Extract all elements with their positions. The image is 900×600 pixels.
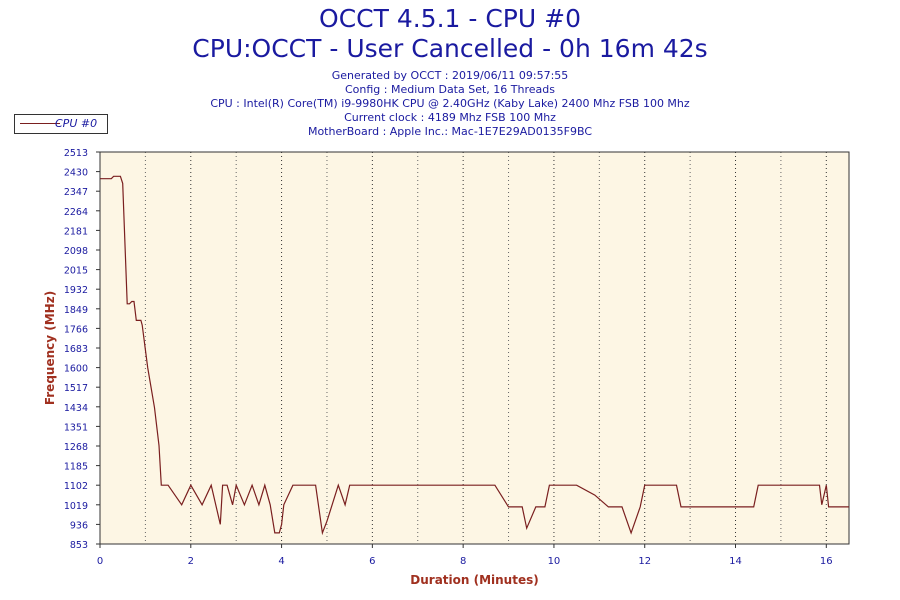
y-tick-label: 2181: [64, 226, 88, 237]
y-tick-label: 1683: [64, 344, 88, 355]
y-tick-label: 1434: [64, 403, 88, 414]
info-current-clock: Current clock : 4189 Mhz FSB 100 Mhz: [344, 111, 556, 124]
x-tick-label: 10: [548, 556, 561, 567]
chart-title: OCCT 4.5.1 - CPU #0: [319, 4, 581, 33]
x-tick-label: 14: [729, 556, 742, 567]
legend: CPU #0: [14, 114, 108, 134]
x-tick-label: 2: [188, 556, 194, 567]
y-tick-label: 2430: [64, 168, 88, 179]
y-tick-label: 1932: [64, 285, 88, 296]
legend-label: CPU #0: [55, 117, 98, 130]
x-tick-label: 6: [369, 556, 375, 567]
info-motherboard: MotherBoard : Apple Inc.: Mac-1E7E29AD01…: [307, 125, 593, 138]
plot-area: [100, 152, 849, 544]
y-tick-label: 2347: [64, 187, 88, 198]
legend-swatch: [20, 123, 60, 124]
series-line-cpu0: [100, 175, 849, 536]
y-tick-label: 2098: [64, 246, 88, 257]
y-tick-label: 936: [70, 520, 88, 531]
y-tick-label: 1600: [64, 364, 88, 375]
x-tick-label: 8: [460, 556, 466, 567]
info-config: Config : Medium Data Set, 16 Threads: [345, 83, 555, 96]
y-axis-label: Frequency (MHz): [43, 291, 57, 405]
plot-frame: [99, 151, 850, 545]
y-tick-label: 1849: [64, 305, 88, 316]
y-tick-label: 2513: [64, 148, 88, 159]
y-tick-label: 1019: [64, 501, 88, 512]
y-tick-label: 1185: [64, 462, 88, 473]
x-tick-label: 12: [638, 556, 651, 567]
y-tick-label: 1351: [64, 422, 88, 433]
y-tick-label: 2264: [64, 207, 88, 218]
x-tick-label: 0: [97, 556, 103, 567]
chart-subtitle: CPU:OCCT - User Cancelled - 0h 16m 42s: [192, 34, 708, 63]
x-axis-label: Duration (Minutes): [410, 573, 538, 587]
y-tick-label: 1517: [64, 383, 88, 394]
x-tick-label: 16: [820, 556, 833, 567]
y-tick-label: 1102: [64, 481, 88, 492]
info-cpu: CPU : Intel(R) Core(TM) i9-9980HK CPU @ …: [210, 97, 690, 110]
y-tick-label: 1268: [64, 442, 88, 453]
x-tick-label: 4: [278, 556, 284, 567]
y-tick-label: 853: [70, 540, 88, 551]
y-tick-label: 2015: [64, 266, 88, 277]
y-tick-label: 1766: [64, 324, 88, 335]
info-generated: Generated by OCCT : 2019/06/11 09:57:55: [331, 69, 569, 82]
